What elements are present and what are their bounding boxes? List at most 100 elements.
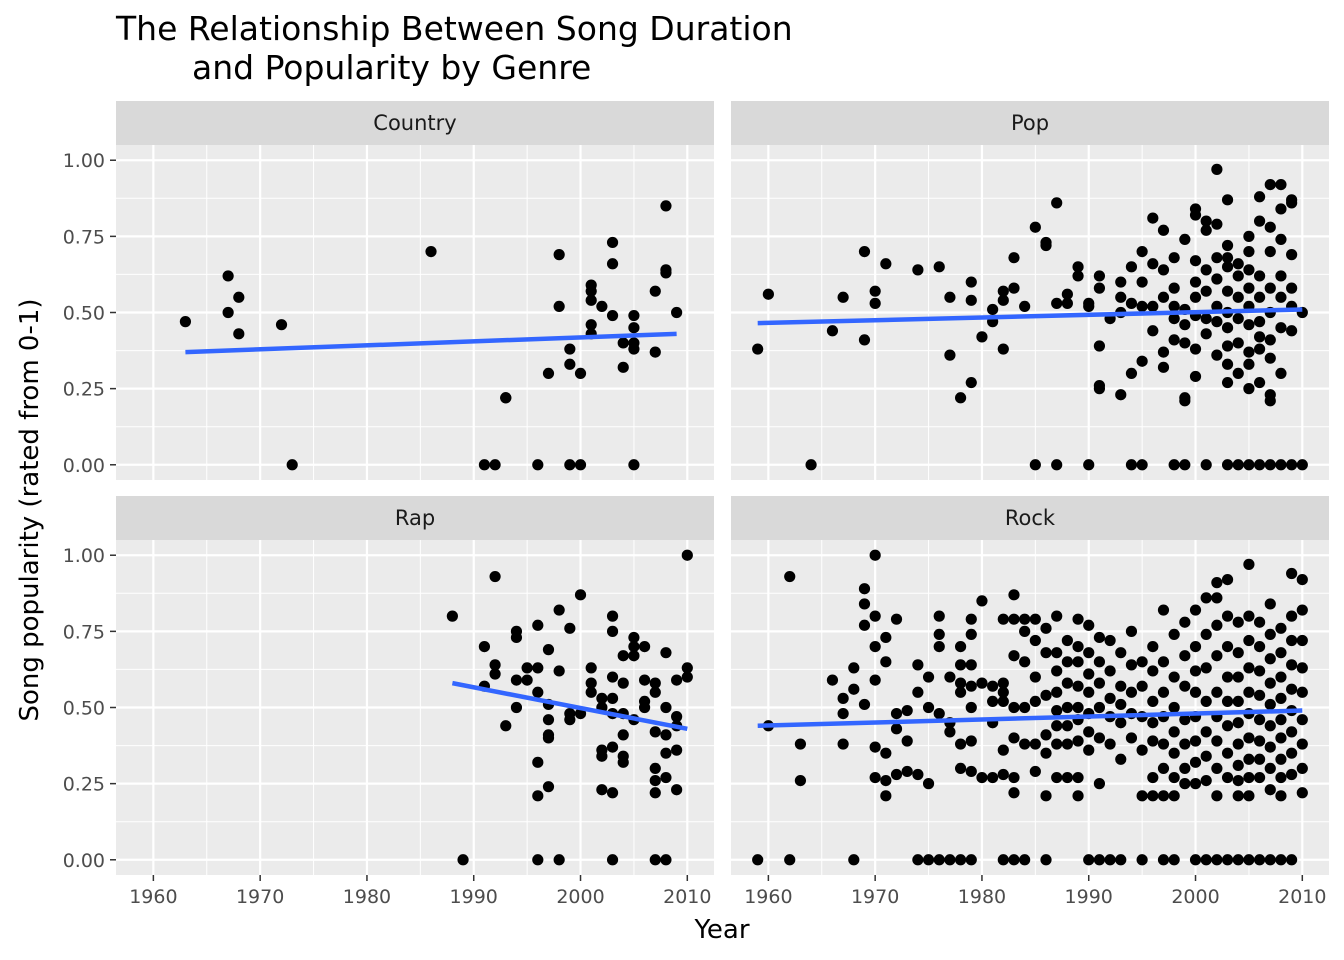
data-point: [1275, 322, 1287, 334]
data-point: [1232, 695, 1244, 708]
data-point: [997, 613, 1009, 625]
data-point: [585, 319, 597, 331]
data-point: [1296, 662, 1308, 674]
data-point: [1253, 376, 1266, 389]
data-point: [1232, 312, 1244, 325]
data-point: [1168, 726, 1180, 738]
data-point: [1243, 610, 1255, 622]
data-point: [987, 680, 999, 692]
data-point: [1264, 762, 1276, 775]
data-point: [1051, 610, 1063, 622]
data-point: [1243, 634, 1255, 647]
data-point: [1221, 376, 1234, 389]
data-point: [574, 459, 587, 471]
data-point: [1232, 671, 1244, 683]
data-point: [532, 790, 544, 802]
data-point: [1211, 790, 1223, 802]
data-point: [1019, 625, 1031, 637]
data-point: [1243, 686, 1255, 698]
data-point: [901, 704, 913, 717]
data-point: [1221, 640, 1234, 653]
data-point: [1286, 747, 1298, 759]
data-point: [1296, 714, 1308, 726]
data-point: [944, 726, 956, 738]
data-point: [880, 790, 892, 802]
facet-strip: [731, 496, 1329, 540]
data-point: [880, 656, 892, 668]
data-point: [987, 303, 999, 316]
trend-line: [757, 307, 1303, 326]
data-point: [1286, 854, 1298, 866]
data-point: [1296, 686, 1308, 698]
data-point: [1083, 300, 1095, 313]
data-point: [1253, 215, 1266, 227]
data-point: [848, 683, 860, 695]
data-point: [1253, 689, 1266, 701]
data-point: [1104, 738, 1116, 750]
data-point: [1093, 340, 1106, 352]
data-point: [596, 300, 608, 313]
data-point: [1179, 319, 1191, 331]
data-point: [976, 595, 988, 607]
data-point: [542, 644, 555, 656]
data-point: [489, 659, 501, 671]
data-point: [1253, 459, 1266, 471]
data-point: [1200, 285, 1212, 297]
data-point: [1275, 671, 1287, 683]
data-point: [933, 854, 945, 866]
data-point: [954, 854, 967, 866]
data-point: [532, 686, 544, 698]
data-point: [1157, 346, 1170, 358]
data-point: [1221, 340, 1234, 352]
facet-grid: Country 0.00 0.25 0.50 0.75 1.00 Pop Rap 0.00 0.2…: [63, 101, 1329, 908]
data-point: [233, 328, 245, 340]
data-point: [997, 677, 1009, 689]
data-point: [922, 854, 935, 866]
data-point: [944, 854, 956, 866]
data-point: [1275, 233, 1287, 246]
data-point: [1275, 459, 1287, 471]
data-point: [1104, 634, 1116, 647]
data-point: [1061, 288, 1073, 300]
data-point: [564, 343, 576, 355]
data-point: [1168, 790, 1180, 802]
data-point: [1040, 239, 1052, 252]
data-point: [965, 613, 977, 625]
data-point: [1253, 665, 1266, 677]
data-point: [681, 671, 693, 683]
data-point: [1211, 762, 1223, 775]
data-point: [500, 392, 512, 404]
data-point: [606, 625, 619, 637]
data-point: [1286, 325, 1298, 337]
data-point: [1147, 665, 1159, 677]
data-point: [1286, 768, 1298, 781]
data-point: [1147, 640, 1159, 653]
data-point: [1264, 459, 1276, 471]
data-point: [1136, 790, 1148, 802]
data-point: [1286, 726, 1298, 738]
data-point: [489, 668, 501, 680]
y-tick-label: 0.75: [63, 226, 105, 248]
data-point: [553, 665, 565, 677]
data-point: [1115, 647, 1127, 659]
data-point: [1061, 701, 1073, 714]
data-point: [1253, 753, 1266, 765]
data-point: [628, 343, 640, 355]
data-point: [1264, 282, 1276, 294]
data-point: [1264, 784, 1276, 796]
data-point: [922, 671, 935, 683]
data-point: [649, 677, 661, 689]
data-point: [1040, 790, 1052, 802]
data-point: [1275, 732, 1287, 744]
data-point: [660, 267, 672, 279]
data-point: [628, 459, 640, 471]
data-point: [1253, 291, 1266, 303]
data-point: [1029, 765, 1041, 778]
data-point: [1243, 264, 1255, 276]
data-point: [1275, 854, 1287, 866]
data-point: [1200, 312, 1212, 325]
data-point: [1061, 297, 1073, 309]
data-point: [1093, 677, 1106, 689]
data-point: [997, 343, 1009, 355]
